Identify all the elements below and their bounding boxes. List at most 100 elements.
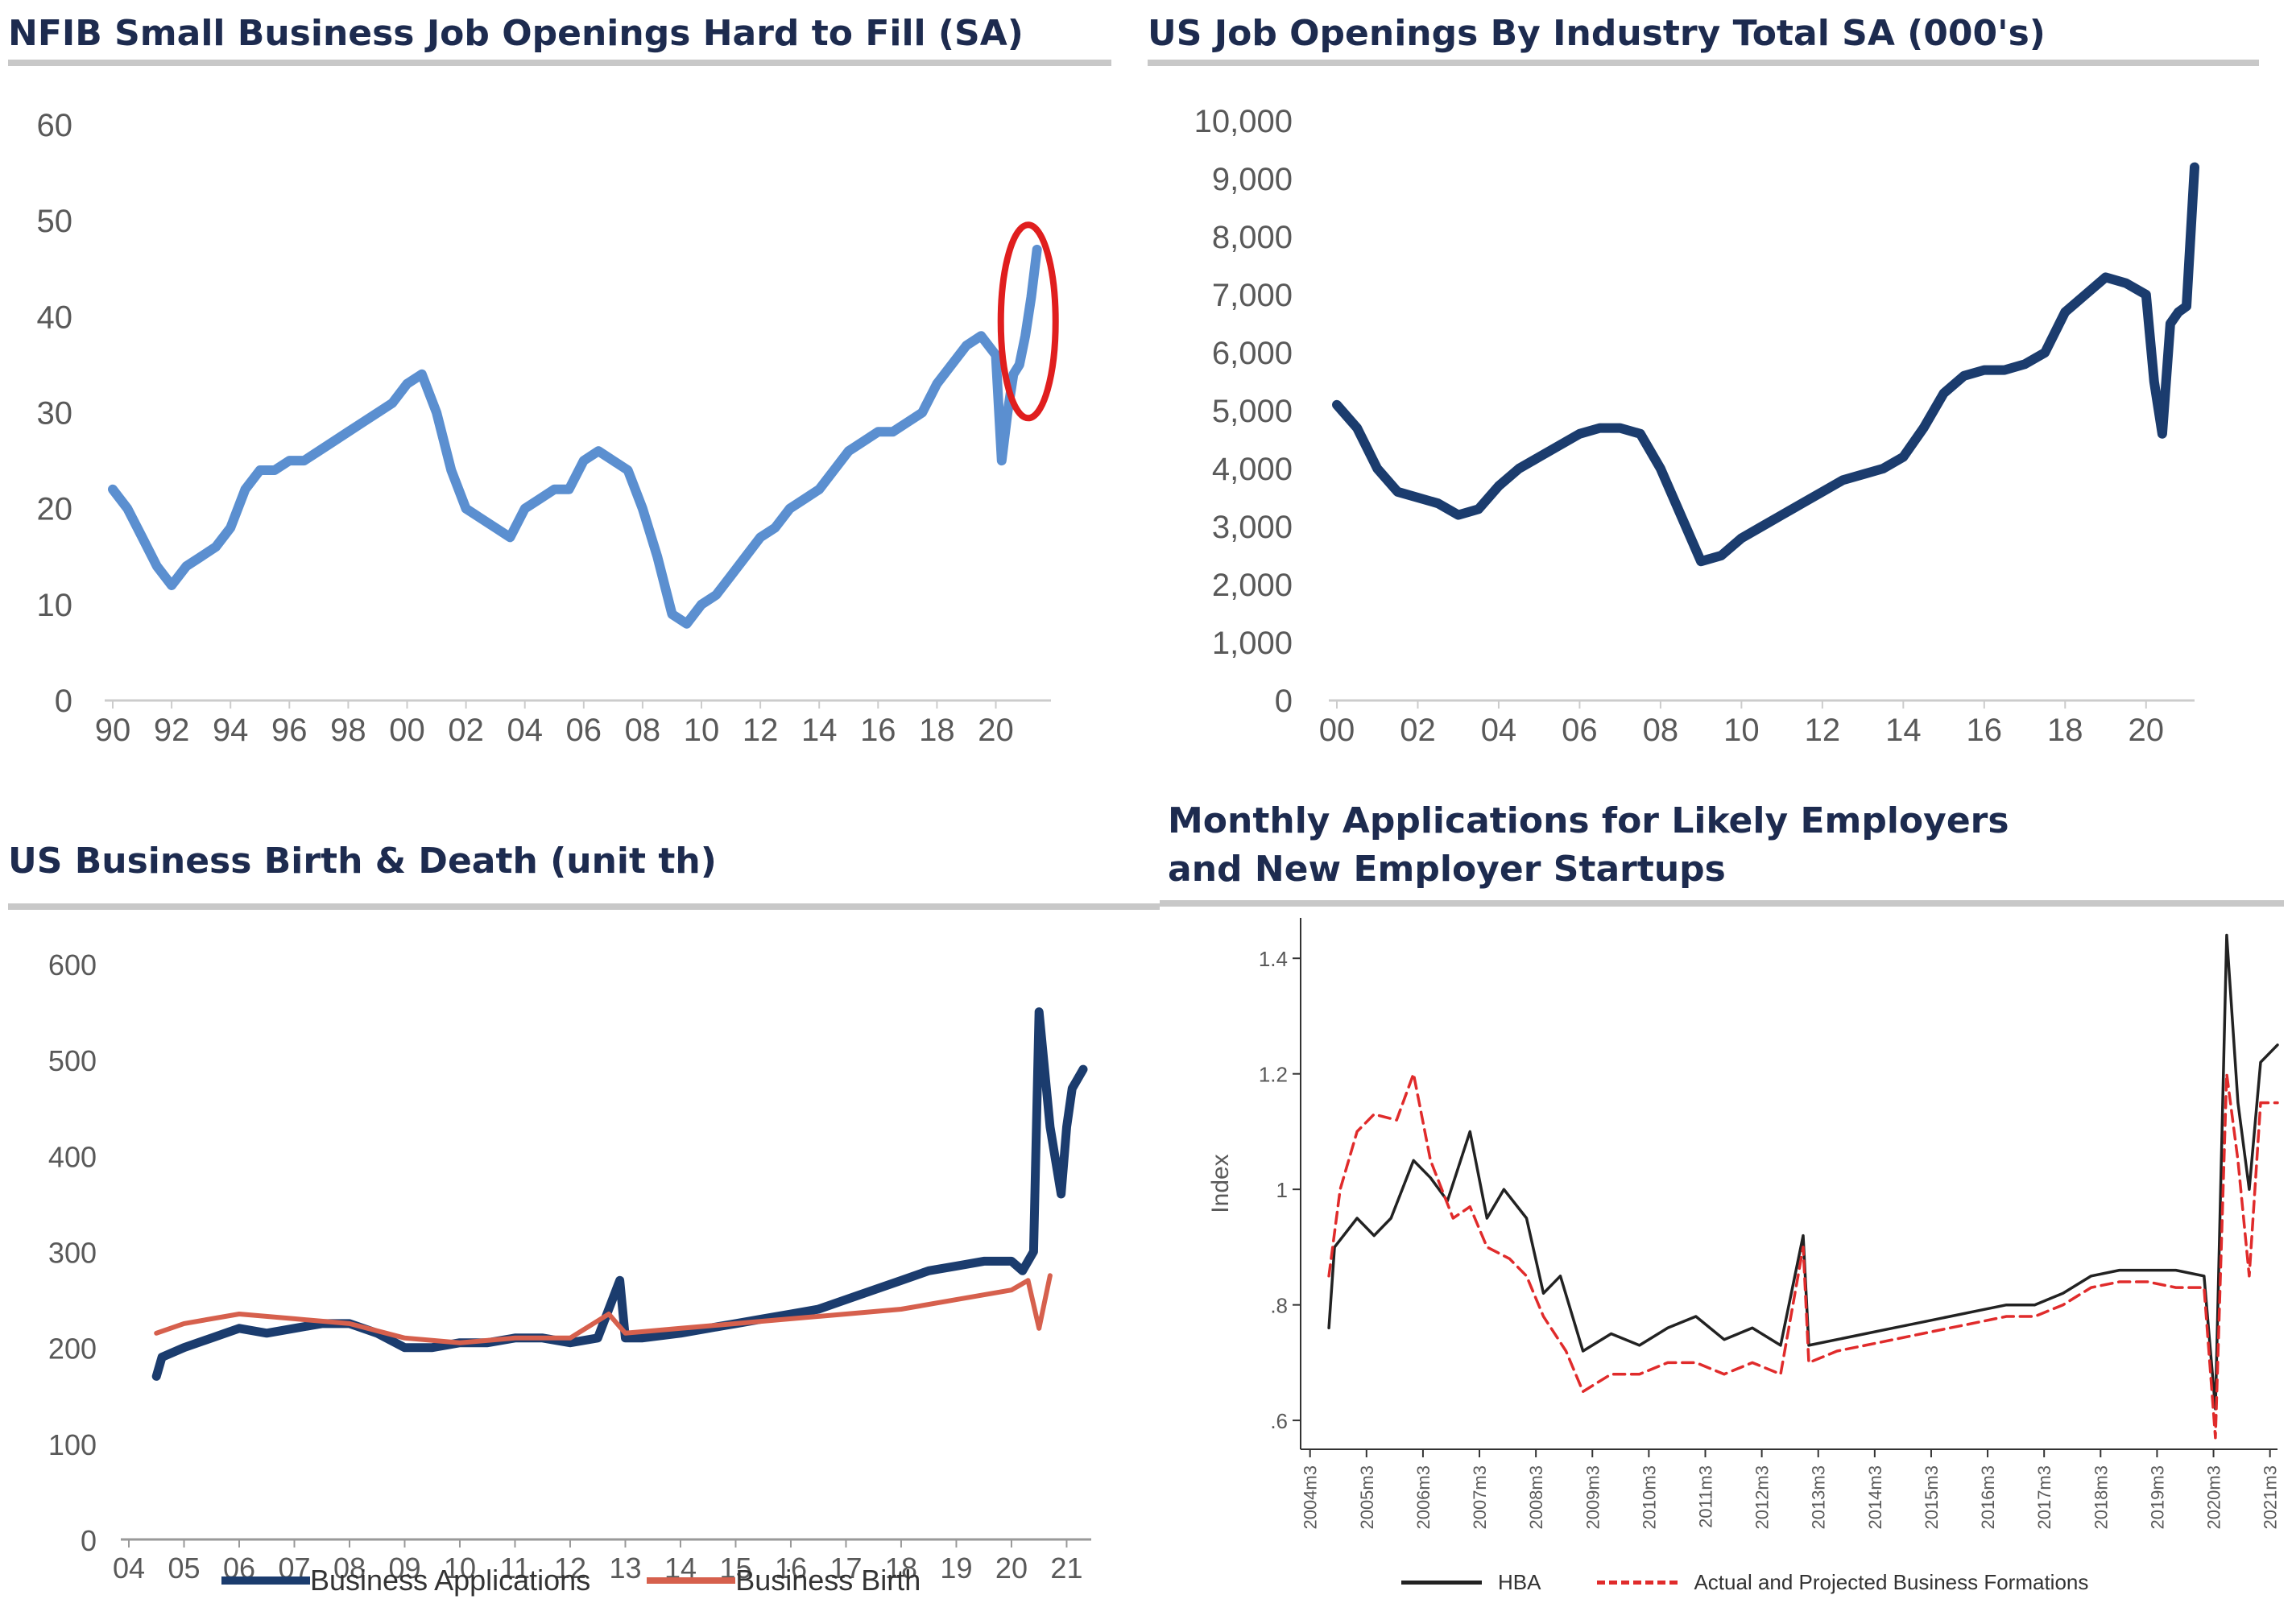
x-tick-label: 2020m3 (2204, 1465, 2224, 1530)
x-tick-label: 04 (1481, 713, 1517, 748)
x-tick-label: 2017m3 (2034, 1465, 2054, 1530)
x-tick-label: 14 (801, 713, 838, 748)
x-tick-label: 04 (113, 1552, 145, 1585)
x-tick-label: 19 (940, 1552, 972, 1585)
y-tick-label: 0 (81, 1524, 97, 1557)
series-line-main (108, 244, 1042, 629)
x-tick-label: 08 (333, 1552, 366, 1585)
y-tick-label: 200 (48, 1333, 97, 1366)
x-tick-label: 05 (168, 1552, 200, 1585)
y-tick-label: 5,000 (1212, 394, 1293, 429)
x-tick-label: 18 (919, 713, 955, 748)
x-tick-label: 2006m3 (1413, 1465, 1434, 1530)
series-line-business-birth (154, 1273, 1053, 1345)
chart-panel-business-birth: US Business Birth & Death (unit th) 0 100… (8, 837, 1160, 1618)
x-tick-label: 20 (978, 713, 1014, 748)
y-tick-label: 20 (37, 492, 73, 527)
x-tick-label: 08 (1643, 713, 1679, 748)
title-divider (8, 903, 1160, 910)
x-tick-label: 2009m3 (1582, 1465, 1603, 1530)
y-tick-label: 500 (48, 1044, 97, 1077)
x-tick-label: 18 (2047, 713, 2083, 748)
highlight-circle (997, 221, 1059, 422)
x-tick-label: 98 (330, 713, 366, 748)
x-tick-label: 12 (1805, 713, 1841, 748)
y-tick-label: 3,000 (1212, 510, 1293, 545)
x-tick-label: 96 (271, 713, 308, 748)
x-tick-label: 09 (388, 1552, 420, 1585)
y-tick-label: 2,000 (1212, 568, 1293, 603)
chart-panel-applications: Monthly Applications for Likely Employer… (1160, 797, 2292, 1624)
x-tick-label: 2015m3 (1922, 1465, 1942, 1530)
chart-panel-job-openings: US Job Openings By Industry Total SA (00… (1148, 8, 2275, 765)
x-tick-label: 2012m3 (1752, 1465, 1773, 1530)
title-divider (1148, 60, 2259, 66)
y-tick-label: 1 (1276, 1178, 1288, 1202)
x-tick-label: 2008m3 (1526, 1465, 1546, 1530)
x-tick-label: 2021m3 (2261, 1465, 2281, 1530)
y-tick-label: 1.4 (1259, 947, 1288, 971)
x-tick-label: 2010m3 (1639, 1465, 1659, 1530)
applications-chart: .6 .8 1 1.2 1.4 2004m3 2005m3 2006m3 2007m3 2008m… (1207, 918, 2281, 1530)
y-tick-label: 60 (37, 108, 73, 143)
legend-label-birth: Business Birth (735, 1564, 921, 1597)
y-tick-label: 1.2 (1259, 1063, 1288, 1087)
legend-swatch-formations (1597, 1581, 1678, 1585)
x-tick-label: 2016m3 (1978, 1465, 1998, 1530)
y-tick-label: 9,000 (1212, 162, 1293, 197)
chart-legend: Business Applications Business Birth (221, 1564, 921, 1597)
y-tick-label: 300 (48, 1237, 97, 1270)
y-tick-label: 10 (37, 588, 73, 623)
x-tick-label: 2018m3 (2091, 1465, 2111, 1530)
x-tick-label: 16 (1967, 713, 2003, 748)
y-tick-label: 10,000 (1194, 104, 1293, 139)
y-tick-label: 0 (1275, 684, 1293, 719)
x-tick-label: 17 (830, 1552, 862, 1585)
y-axis-label: Index (1207, 1154, 1234, 1213)
y-tick-label: 30 (37, 396, 73, 432)
y-tick-label: 600 (48, 948, 97, 981)
series-line-main (1332, 162, 2199, 567)
legend-swatch-applications (221, 1576, 310, 1585)
x-tick-label: 16 (860, 713, 896, 748)
y-tick-label: .8 (1270, 1294, 1288, 1318)
legend-label-hba: HBA (1498, 1570, 1541, 1594)
chart-title: US Job Openings By Industry Total SA (00… (1148, 13, 2046, 54)
x-tick-label: 2013m3 (1809, 1465, 1829, 1530)
x-tick-label: 18 (885, 1552, 917, 1585)
x-tick-label: 13 (609, 1552, 641, 1585)
chart-title: NFIB Small Business Job Openings Hard to… (8, 13, 1024, 54)
x-tick-label: 20 (2129, 713, 2165, 748)
title-divider (8, 60, 1111, 66)
y-tick-label: 100 (48, 1428, 97, 1461)
x-tick-label: 2007m3 (1470, 1465, 1490, 1530)
x-tick-label: 2019m3 (2147, 1465, 2167, 1530)
x-tick-label: 21 (1050, 1552, 1082, 1585)
x-tick-label: 16 (775, 1552, 807, 1585)
x-tick-label: 90 (95, 713, 131, 748)
x-tick-label: 02 (1400, 713, 1436, 748)
x-tick-label: 2004m3 (1301, 1465, 1321, 1530)
x-tick-label: 94 (213, 713, 249, 748)
x-tick-label: 06 (1562, 713, 1598, 748)
x-tick-label: 04 (507, 713, 543, 748)
chart-panel-nfib: NFIB Small Business Job Openings Hard to… (8, 8, 1111, 765)
x-tick-label: 2011m3 (1695, 1465, 1715, 1528)
x-tick-label: 92 (154, 713, 190, 748)
series-line-actual-and-projected-business-formations (1327, 1072, 2279, 1440)
x-tick-label: 00 (1319, 713, 1355, 748)
x-tick-label: 14 (1885, 713, 1922, 748)
x-tick-label: 12 (743, 713, 779, 748)
x-tick-label: 2014m3 (1865, 1465, 1885, 1530)
x-tick-label: 20 (995, 1552, 1028, 1585)
x-tick-label: 06 (566, 713, 602, 748)
y-tick-label: 0 (55, 684, 72, 719)
x-tick-label: 2005m3 (1357, 1465, 1377, 1530)
chart-legend: HBA Actual and Projected Business Format… (1401, 1570, 2088, 1595)
series-line-business-applications (151, 1007, 1088, 1381)
chart-title: Monthly Applications for Likely Employer… (1168, 800, 2009, 890)
y-tick-label: 4,000 (1212, 452, 1293, 487)
x-tick-label: 10 (684, 713, 720, 748)
legend-label-applications: Business Applications (310, 1564, 591, 1597)
